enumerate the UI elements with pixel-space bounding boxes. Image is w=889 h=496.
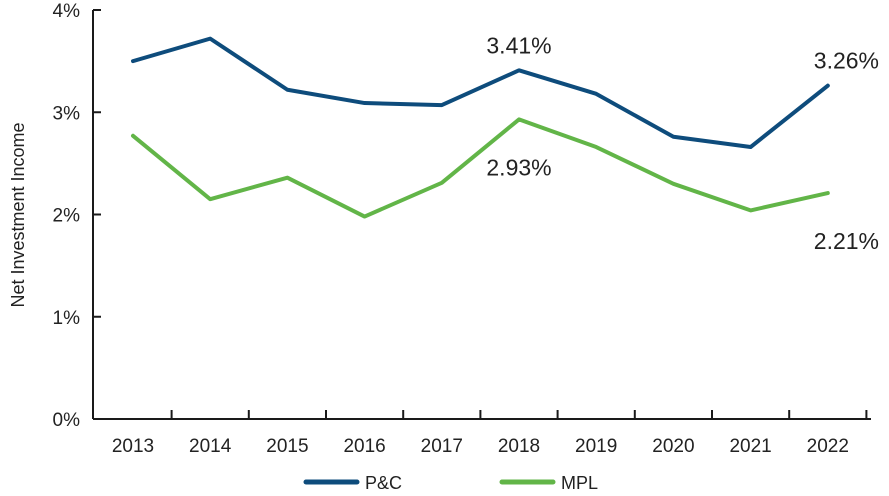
data-label: 2.93% [486,154,551,180]
y-tick-label: 4% [53,1,81,22]
y-tick-label: 0% [53,410,81,431]
y-tick-label: 2% [53,206,81,227]
data-labels: 3.41% 3.26% 2.93% 2.21% [486,32,879,254]
x-tick-label: 2014 [189,436,232,457]
x-tick-label: 2020 [652,436,694,457]
x-tick-label: 2015 [266,436,308,457]
data-label: 2.21% [814,228,879,254]
series-lines [131,36,830,219]
x-tick-label: 2016 [343,436,385,457]
x-tick-label: 2018 [498,436,540,457]
x-tick-label: 2021 [729,436,771,457]
y-axis-title: Net Investment Income [8,122,28,307]
y-tick-label: 3% [53,103,81,124]
axes [92,10,871,420]
y-axis-ticks: 0% 1% 2% 3% 4% [53,1,101,431]
series-line-mpl [131,117,830,219]
y-tick-label: 1% [53,308,81,329]
data-label: 3.41% [486,32,551,58]
x-tick-label: 2017 [421,436,463,457]
legend: P&C MPL [303,473,598,493]
x-tick-label: 2019 [575,436,617,457]
series-line-p-c [131,36,830,150]
x-tick-label: 2022 [807,436,849,457]
legend-label: MPL [561,473,598,493]
x-axis-ticks: 2013 2014 2015 2016 2017 2018 2019 2020 2021 2022 [112,410,868,457]
legend-label: P&C [365,473,402,493]
data-label: 3.26% [814,48,879,74]
x-tick-label: 2013 [112,436,154,457]
